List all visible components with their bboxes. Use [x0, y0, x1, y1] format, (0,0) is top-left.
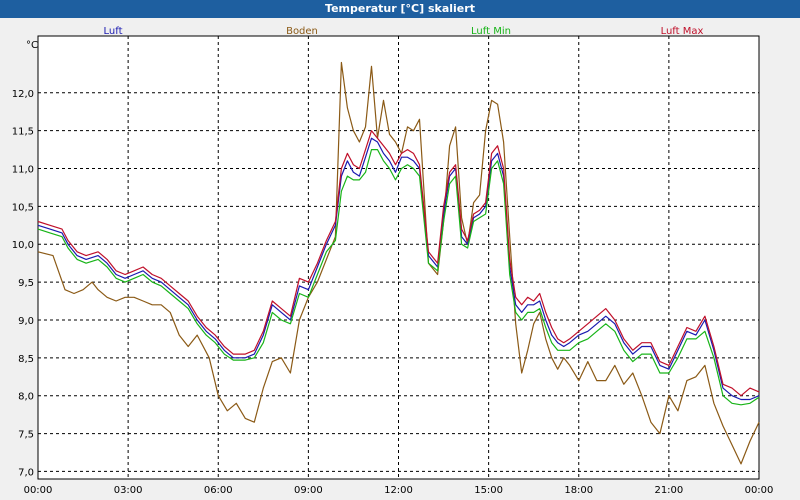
grid-lines	[38, 36, 759, 479]
series-line-luft-min	[37, 149, 760, 406]
y-axis-ticks: 7,0 7,5 8,0 8,5 9,0 9,5 10,0 10,5 11,0 11,5 12,0	[12, 89, 34, 479]
y-axis-unit-label: °C	[26, 40, 38, 51]
y-tick-label: 9,5	[18, 278, 34, 289]
y-tick-label: 8,5	[18, 354, 34, 365]
series-line-luft-max	[37, 130, 760, 397]
x-tick-time-label: 03:00	[114, 485, 143, 496]
legend-entry: Luft	[104, 26, 123, 37]
x-axis-ticks: 00:0027.09.2203:0027.09.2206:0027.09.220…	[24, 485, 774, 496]
y-tick-label: 7,0	[18, 467, 34, 478]
y-tick-label: 10,0	[12, 240, 34, 251]
x-tick-time-label: 06:00	[204, 485, 233, 496]
x-tick-time-label: 00:00	[745, 485, 774, 496]
y-tick-label: 12,0	[12, 89, 34, 100]
series-line-luft	[37, 137, 760, 401]
series-line-boden	[37, 61, 760, 465]
y-tick-label: 9,0	[18, 316, 34, 327]
x-tick-time-label: 12:00	[384, 485, 413, 496]
x-tick-time-label: 18:00	[564, 485, 593, 496]
x-tick-time-label: 09:00	[294, 485, 323, 496]
legend-entry: Boden	[286, 26, 318, 37]
x-tick-time-label: 00:00	[24, 485, 53, 496]
x-tick-time-label: 21:00	[654, 485, 683, 496]
y-tick-label: 7,5	[18, 430, 34, 441]
y-tick-label: 11,0	[12, 165, 34, 176]
x-tick-time-label: 15:00	[474, 485, 503, 496]
y-tick-label: 10,5	[12, 202, 34, 213]
temperature-chart: Luft Boden Luft Min Luft Max °C 7,0 7,5 8,0 8,…	[0, 18, 800, 500]
series-lines	[37, 61, 760, 465]
y-tick-label: 11,5	[12, 127, 34, 138]
legend-entry: Luft Max	[661, 26, 704, 37]
window-title: Temperatur [°C] skaliert	[0, 0, 800, 18]
legend-entry: Luft Min	[471, 26, 511, 37]
y-tick-label: 8,0	[18, 392, 34, 403]
legend: Luft Boden Luft Min Luft Max	[104, 26, 704, 37]
